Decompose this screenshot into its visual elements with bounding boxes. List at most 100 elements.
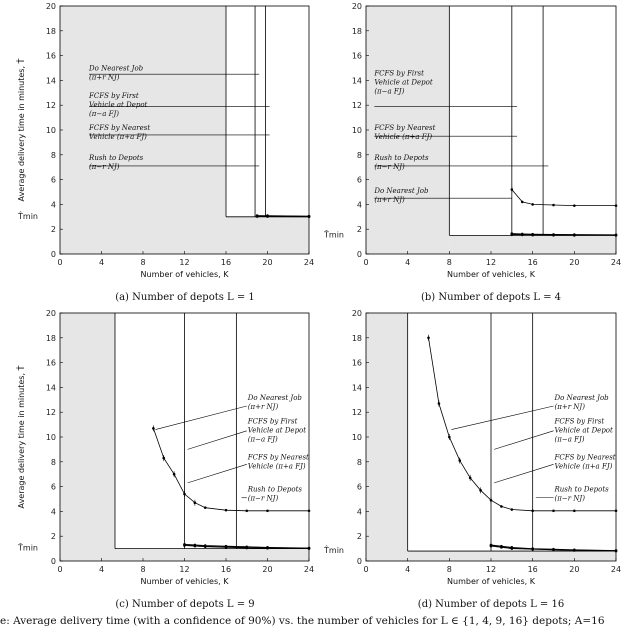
annotation-label: (π−a FJ) (89, 110, 119, 118)
x-axis-label: Number of vehicles, K (447, 270, 536, 279)
x-tick-label: 12 (179, 258, 189, 267)
annotation-label: FCFS by Nearest (88, 124, 150, 132)
data-point (500, 546, 503, 549)
y-tick-label: 16 (352, 52, 362, 61)
panel-caption: (d) Number of depots L = 16 (418, 599, 564, 610)
annotation-label: (π−r NJ) (555, 495, 586, 503)
data-point (224, 546, 228, 549)
data-point (245, 509, 249, 513)
y-tick-label: 12 (46, 101, 56, 110)
x-tick-label: 16 (221, 565, 231, 574)
annotation-label: (π+r NJ) (555, 403, 586, 411)
annotation-label: Do Nearest Job (373, 187, 429, 195)
y-tick-label: 6 (51, 483, 56, 492)
y-tick-label: 14 (46, 76, 56, 85)
y-tick-label: 18 (352, 334, 362, 343)
chart-panel-d: 0 4 8 12 16 20 2402468101214161820T̂minNumber … (323, 309, 621, 610)
y-tick-label: 2 (357, 532, 362, 541)
series-line (511, 189, 616, 206)
y-tick-label: 12 (46, 408, 56, 417)
tmin-label: T̂min (17, 542, 38, 552)
annotation-leader (187, 430, 247, 450)
y-axis-label: Average delivery time in minutes, T̂ (16, 58, 26, 201)
chart-panel-a: 0 4 8 12 16 20 2402468101214161820T̂minNumber … (16, 2, 315, 303)
data-point (552, 233, 555, 237)
data-point (552, 548, 555, 552)
data-point (203, 506, 207, 509)
data-point (266, 509, 269, 513)
x-tick-label: 8 (447, 258, 452, 267)
data-point (203, 545, 207, 549)
data-point (193, 544, 197, 548)
data-point (614, 234, 618, 237)
x-tick-label: 12 (179, 565, 189, 574)
series-line (511, 233, 617, 236)
annotation-label: (π+r NJ) (374, 196, 405, 204)
annotation-leader (155, 405, 247, 430)
y-tick-label: 10 (352, 433, 362, 442)
annotation-label: FCFS by First (373, 69, 424, 77)
data-point (266, 215, 269, 218)
data-point (552, 203, 555, 207)
annotation-label: FCFS by Nearest (373, 124, 435, 132)
y-tick-label: 2 (357, 225, 362, 234)
y-tick-label: 2 (51, 532, 56, 541)
annotation-label: FCFS by Nearest (247, 453, 309, 461)
annotation-label: Rush to Depots (88, 154, 144, 162)
annotation-label: (π−r NJ) (374, 163, 405, 171)
y-axis-label: Average delivery time in minutes, T̂ (16, 365, 26, 508)
chart-panel-c: 0 4 8 12 16 20 2402468101214161820T̂minNumber … (16, 309, 315, 610)
data-point (614, 204, 618, 207)
tmin-label: T̂min (323, 545, 344, 555)
annotation-leader (494, 430, 554, 450)
annotation-label: Do Nearest Job (554, 394, 610, 402)
y-tick-label: 6 (357, 176, 362, 185)
y-tick-label: 0 (357, 250, 362, 259)
data-point (531, 233, 534, 237)
y-tick-label: 16 (46, 52, 56, 61)
x-tick-label: 0 (363, 258, 368, 267)
data-point (510, 233, 514, 237)
data-point (552, 509, 555, 513)
y-tick-label: 20 (352, 2, 362, 11)
panel-caption: (a) Number of depots L = 1 (115, 292, 255, 303)
annotation-label: (π−a FJ) (248, 435, 278, 443)
x-tick-label: 0 (57, 565, 62, 574)
x-tick-label: 4 (99, 258, 104, 267)
series-line (511, 234, 616, 236)
y-tick-label: 18 (46, 27, 56, 36)
data-point (531, 203, 534, 206)
x-tick-label: 16 (221, 258, 231, 267)
data-point (614, 509, 618, 513)
x-tick-label: 20 (569, 258, 579, 267)
annotation-label: (π−r NJ) (248, 495, 279, 503)
annotation-label: (π+r NJ) (248, 403, 279, 411)
data-point (510, 547, 514, 550)
tmin-region (449, 235, 616, 254)
annotation-label: Vehicle (π+a FJ) (248, 462, 306, 470)
annotation-label: Vehicle at Depot (555, 426, 613, 434)
y-tick-label: 4 (51, 507, 56, 516)
x-tick-label: 4 (99, 565, 104, 574)
y-tick-label: 10 (352, 126, 362, 135)
y-tick-label: 10 (46, 126, 56, 135)
tmin-label: T̂min (17, 210, 38, 220)
annotation-label: Vehicle at Depot (374, 78, 432, 86)
annotation-label: Do Nearest Job (247, 394, 303, 402)
y-tick-label: 8 (51, 151, 56, 160)
annotation-label: Rush to Depots (373, 154, 429, 162)
y-tick-label: 8 (357, 458, 362, 467)
annotation-label: Vehicle (π+a FJ) (555, 462, 613, 470)
x-axis-label: Number of vehicles, K (141, 577, 230, 586)
x-tick-label: 20 (262, 565, 272, 574)
y-tick-label: 20 (46, 2, 56, 11)
annotation-label: FCFS by First (88, 92, 139, 100)
y-tick-label: 16 (46, 359, 56, 368)
panel-caption: (b) Number of depots L = 4 (421, 292, 561, 303)
annotation-label: Vehicle (π+a FJ) (374, 133, 432, 141)
data-point (510, 508, 514, 511)
y-tick-label: 8 (357, 151, 362, 160)
data-point (307, 215, 311, 219)
tmin-region (114, 548, 309, 561)
data-point (573, 204, 576, 207)
